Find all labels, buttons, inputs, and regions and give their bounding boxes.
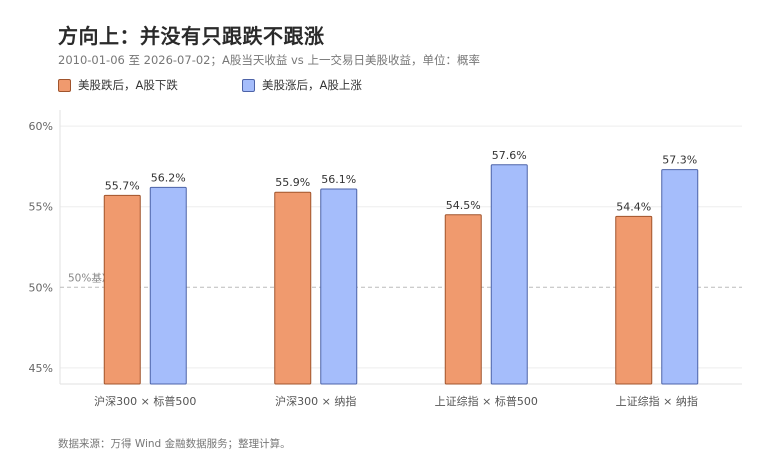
- chart-title: 方向上：并没有只跟跌不跟涨: [58, 24, 325, 48]
- y-tick-label: 50%: [29, 281, 53, 294]
- y-tick-label: 45%: [29, 362, 53, 375]
- bar-up: [149, 186, 187, 385]
- legend-item-up: 美股涨后，A股上涨: [242, 77, 362, 93]
- y-tick-label: 60%: [29, 120, 53, 133]
- y-tick-label: 55%: [29, 201, 53, 214]
- reference-line-label: 50%基准: [68, 271, 112, 284]
- legend-label-down: 美股跌后，A股下跌: [78, 78, 178, 92]
- data-label: 57.6%: [492, 149, 527, 162]
- chart-subtitle: 2010-01-06 至 2026-07-02；A股当天收益 vs 上一交易日美…: [58, 53, 480, 67]
- data-source-note: 数据来源：万得 Wind 金融数据服务；整理计算。: [58, 438, 291, 450]
- legend-item-down: 美股跌后，A股下跌: [58, 77, 178, 93]
- x-tick-label: 沪深300 × 标普500: [94, 394, 196, 408]
- x-tick-label: 上证综指 × 纳指: [616, 394, 698, 408]
- x-tick-label: 上证综指 × 标普500: [435, 394, 538, 408]
- bar-up: [490, 164, 528, 385]
- data-label: 55.9%: [275, 176, 310, 189]
- data-label: 56.2%: [151, 171, 186, 184]
- data-label: 57.3%: [662, 154, 697, 167]
- legend-label-up: 美股涨后，A股上涨: [262, 78, 362, 92]
- x-tick-label: 沪深300 × 纳指: [275, 394, 356, 408]
- legend-swatch-down: [58, 78, 71, 92]
- bar-down: [444, 214, 482, 385]
- bar-down: [103, 194, 141, 385]
- data-label: 54.4%: [616, 200, 651, 213]
- bar-up: [661, 169, 699, 385]
- data-label: 55.7%: [105, 179, 140, 192]
- bar-down: [274, 191, 312, 385]
- bar-up: [320, 188, 358, 385]
- legend-swatch-up: [242, 78, 255, 92]
- bar-down: [615, 215, 653, 385]
- data-label: 54.5%: [446, 199, 481, 212]
- data-label: 56.1%: [321, 173, 356, 186]
